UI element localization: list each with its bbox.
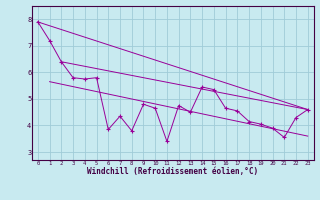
X-axis label: Windchill (Refroidissement éolien,°C): Windchill (Refroidissement éolien,°C) [87, 167, 258, 176]
